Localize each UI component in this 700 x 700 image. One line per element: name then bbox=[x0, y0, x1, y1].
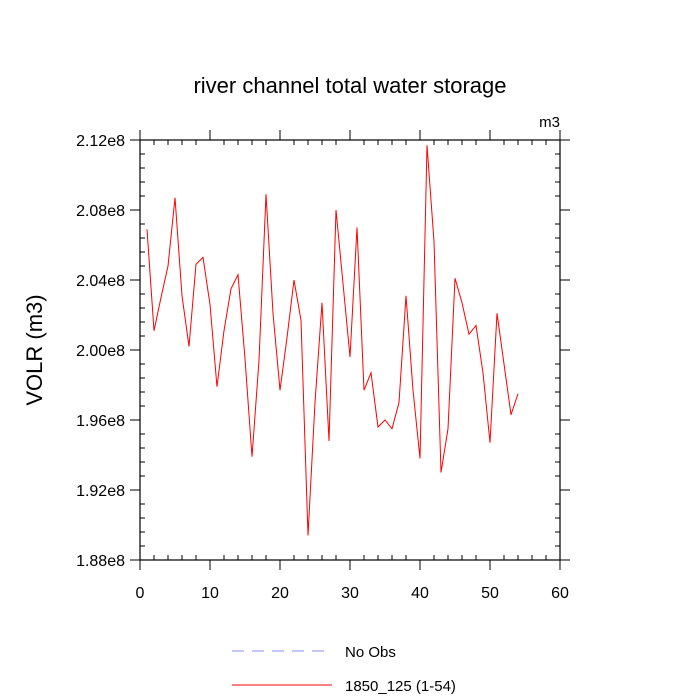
x-tick-label: 20 bbox=[271, 585, 289, 602]
x-tick-label: 50 bbox=[481, 585, 499, 602]
ticks-layer: 0 10 20 30 40 50 60 1.88e8 1.92e8 1.96e8 2.00e8 2.0… bbox=[76, 130, 570, 602]
y-tick-label: 1.92e8 bbox=[76, 483, 125, 500]
x-tick-label: 40 bbox=[411, 585, 429, 602]
series-line bbox=[146, 145, 519, 536]
y-tick-label: 2.12e8 bbox=[76, 133, 125, 150]
x-tick-label: 30 bbox=[341, 585, 359, 602]
y-tick-label: 2.00e8 bbox=[76, 343, 125, 360]
y-tick-label: 1.88e8 bbox=[76, 553, 125, 570]
units-label: m3 bbox=[539, 114, 560, 131]
x-tick-label: 10 bbox=[201, 585, 219, 602]
series-layer bbox=[146, 145, 519, 536]
chart-title: river channel total water storage bbox=[193, 73, 506, 98]
legend: No Obs 1850_125 (1-54) bbox=[232, 644, 456, 695]
y-tick-label: 2.08e8 bbox=[76, 203, 125, 220]
legend-label-1850-125: 1850_125 (1-54) bbox=[345, 678, 456, 695]
x-tick-label: 0 bbox=[136, 585, 145, 602]
y-tick-label: 2.04e8 bbox=[76, 273, 125, 290]
y-tick-label: 1.96e8 bbox=[76, 413, 125, 430]
y-axis-label: VOLR (m3) bbox=[22, 294, 47, 405]
legend-label-no-obs: No Obs bbox=[345, 644, 396, 661]
x-tick-label: 60 bbox=[551, 585, 569, 602]
